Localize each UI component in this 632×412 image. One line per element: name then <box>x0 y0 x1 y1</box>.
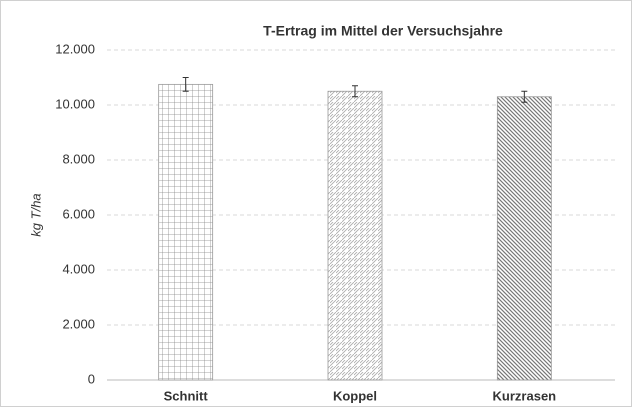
error-bar <box>352 85 358 98</box>
y-tick-label: 10.000 <box>55 96 95 111</box>
x-tick-label: Koppel <box>333 388 377 403</box>
y-tick-label: 12.000 <box>55 41 95 56</box>
bar <box>496 96 552 381</box>
y-axis-label: kg T/ha <box>28 193 43 236</box>
y-tick-label: 8.000 <box>62 151 95 166</box>
bar <box>327 90 383 381</box>
y-tick-label: 6.000 <box>62 206 95 221</box>
error-bar <box>182 77 189 92</box>
y-tick-label: 4.000 <box>62 261 95 276</box>
bar <box>158 83 214 381</box>
x-tick-label: Schnitt <box>164 388 209 403</box>
y-tick-label: 0 <box>88 371 95 386</box>
x-tick-label: Kurzrasen <box>493 388 557 403</box>
chart-title: T-Ertrag im Mittel der Versuchsjahre <box>263 23 503 39</box>
y-tick-label: 2.000 <box>62 316 95 331</box>
error-bar <box>521 90 528 103</box>
